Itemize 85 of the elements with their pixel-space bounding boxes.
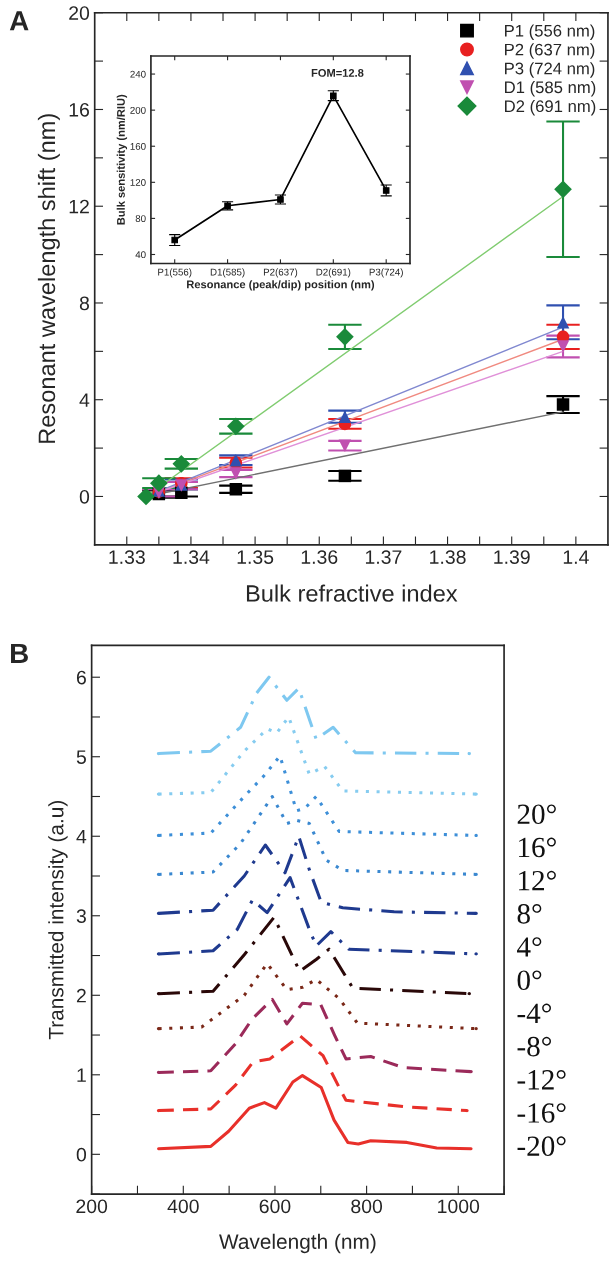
chart-title: B bbox=[11, 643, 28, 663]
y-tick-label: 160 bbox=[130, 142, 146, 150]
x-tick-label: D2(691) bbox=[316, 268, 351, 278]
series-label: 0° bbox=[517, 970, 542, 991]
point bbox=[474, 952, 478, 956]
point bbox=[336, 328, 354, 346]
annotation: FOM=12.8 bbox=[311, 69, 364, 77]
series-label: -4° bbox=[517, 1003, 551, 1023]
point bbox=[156, 992, 161, 996]
y-tick-label: 0 bbox=[79, 489, 90, 504]
x-tick-label: 400 bbox=[167, 1199, 199, 1214]
series-label: 4° bbox=[517, 937, 542, 957]
y-tick-label: 8 bbox=[79, 296, 89, 311]
point bbox=[229, 467, 243, 480]
point bbox=[474, 911, 478, 916]
text: 16° bbox=[519, 837, 556, 858]
x-tick-label: 1.39 bbox=[494, 550, 530, 564]
y-tick-label: 40 bbox=[135, 251, 146, 259]
y-tick-label: 12 bbox=[69, 199, 89, 214]
point bbox=[229, 482, 243, 496]
y-axis-title: Resonant wavelength shift (nm) bbox=[37, 114, 60, 443]
series-label: -8° bbox=[517, 1036, 551, 1057]
x-tick-label: 800 bbox=[351, 1199, 383, 1214]
point bbox=[556, 316, 570, 329]
series-label: -12° bbox=[517, 1069, 566, 1090]
point bbox=[556, 340, 570, 353]
point bbox=[137, 487, 155, 506]
point bbox=[554, 180, 572, 199]
point bbox=[556, 398, 570, 411]
y-tick-label: 3 bbox=[76, 909, 86, 923]
legend-label: P2 (637 nm) bbox=[505, 43, 595, 59]
y-tick-label: 5 bbox=[76, 750, 86, 764]
chart-title: A bbox=[9, 11, 29, 31]
point bbox=[156, 833, 161, 838]
point bbox=[338, 410, 352, 423]
point bbox=[156, 872, 161, 877]
y-tick-label: 80 bbox=[135, 215, 146, 223]
x-tick-label: 1.34 bbox=[173, 550, 210, 564]
point bbox=[172, 454, 191, 473]
y-tick-label: 240 bbox=[130, 70, 146, 78]
line-series bbox=[157, 1074, 473, 1151]
y-tick-label: 20 bbox=[69, 6, 90, 20]
y-tick-label: 2 bbox=[76, 988, 86, 1003]
x-tick-label: P2(637) bbox=[263, 268, 298, 278]
series-label: 12° bbox=[519, 870, 556, 891]
x-axis-title: Resonance (peak/dip) position (nm) bbox=[187, 280, 375, 291]
point bbox=[474, 1027, 478, 1031]
y-axis-title: Transmitted intensity (a.u) bbox=[48, 801, 68, 1040]
series-label: -16° bbox=[517, 1103, 566, 1123]
x-tick-label: 1.36 bbox=[301, 550, 338, 564]
x-tick-label: P3(724) bbox=[369, 268, 403, 278]
legend-label: P1 (556 nm) bbox=[505, 24, 595, 40]
y-tick-label: 200 bbox=[130, 106, 146, 114]
x-tick-label: 1.37 bbox=[365, 550, 402, 564]
y-tick-label: 6 bbox=[76, 670, 86, 685]
x-tick-label: 1.38 bbox=[430, 550, 466, 564]
legend-label: D2 (691 nm) bbox=[505, 99, 596, 116]
point bbox=[156, 911, 161, 916]
x-tick-label: P1(556) bbox=[158, 268, 192, 278]
legend-label: P3 (724 nm) bbox=[505, 62, 595, 78]
legend-label: D1 (585 nm) bbox=[505, 81, 596, 97]
point bbox=[227, 417, 245, 436]
series-label: 8° bbox=[517, 904, 542, 924]
point bbox=[338, 469, 352, 483]
point bbox=[150, 474, 168, 493]
x-tick-label: 1.33 bbox=[109, 550, 145, 564]
x-axis-title: Bulk refractive index bbox=[246, 584, 458, 602]
y-tick-label: 0 bbox=[76, 1147, 87, 1162]
y-tick-label: 4 bbox=[76, 829, 87, 844]
x-tick-label: 600 bbox=[259, 1199, 291, 1214]
y-tick-label: 1 bbox=[77, 1068, 86, 1082]
y-tick-label: 16 bbox=[69, 102, 89, 117]
x-tick-label: 1.4 bbox=[563, 550, 589, 564]
x-tick-label: D1(585) bbox=[210, 268, 245, 278]
y-axis-title: Bulk sensitivity (nm/RIU) bbox=[116, 94, 128, 225]
y-tick-label: 4 bbox=[79, 393, 90, 407]
text: 20° bbox=[517, 804, 556, 825]
point bbox=[467, 751, 471, 756]
x-axis-title: Wavelength (nm) bbox=[219, 1233, 376, 1254]
x-tick-label: 1.35 bbox=[237, 550, 274, 564]
x-tick-label: 1000 bbox=[438, 1199, 480, 1214]
point bbox=[156, 1027, 161, 1031]
series-label: -20° bbox=[517, 1136, 566, 1157]
point bbox=[338, 439, 352, 452]
y-tick-label: 120 bbox=[130, 179, 146, 186]
